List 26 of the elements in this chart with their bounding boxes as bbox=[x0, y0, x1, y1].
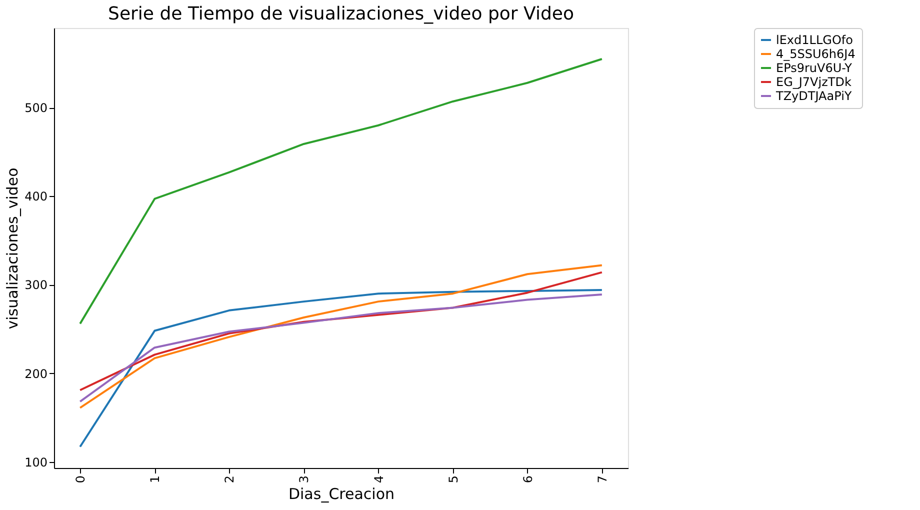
x-tick-label: 4 bbox=[372, 476, 386, 484]
chart-title: Serie de Tiempo de visualizaciones_video por Video bbox=[108, 4, 574, 24]
x-tick-label: 7 bbox=[595, 476, 610, 484]
line-series bbox=[79, 289, 603, 448]
x-tick-label: 1 bbox=[148, 476, 162, 484]
line-series bbox=[79, 58, 603, 325]
y-tick-label: 400 bbox=[24, 190, 48, 204]
y-tick-label: 500 bbox=[24, 101, 48, 116]
legend-label: EG_J7VjzTDk bbox=[776, 75, 852, 89]
y-axis-title: visualizaciones_video bbox=[4, 168, 22, 330]
x-tick-label: 5 bbox=[446, 476, 460, 484]
y-tick-label: 100 bbox=[24, 455, 48, 470]
legend-label: EPs9ruV6U-Y bbox=[776, 61, 853, 75]
x-tick-label: 0 bbox=[74, 476, 88, 484]
x-axis-title: Dias_Creacion bbox=[288, 485, 395, 504]
line-series bbox=[79, 271, 603, 392]
line-series bbox=[79, 264, 603, 409]
line-series bbox=[79, 293, 603, 403]
x-tick-label: 6 bbox=[520, 476, 535, 484]
y-tick-label: 200 bbox=[24, 366, 48, 381]
legend-label: lExd1LLGOfo bbox=[776, 33, 853, 47]
y-tick-label: 300 bbox=[24, 278, 48, 292]
legend-label: TZyDTJAaPiY bbox=[775, 89, 852, 103]
legend-label: 4_5SSU6h6J4 bbox=[776, 47, 856, 61]
x-tick-label: 2 bbox=[222, 476, 237, 484]
x-tick-label: 3 bbox=[297, 476, 312, 484]
